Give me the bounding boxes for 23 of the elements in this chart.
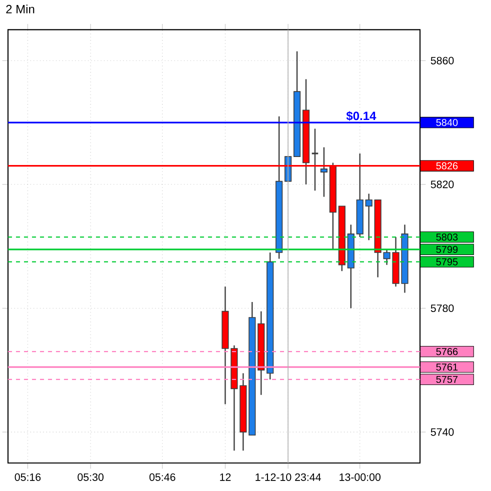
x-tick-label: 13-00:00 xyxy=(340,473,381,481)
x-tick-label: 05:46 xyxy=(149,473,176,481)
ref-line-label: 5826 xyxy=(436,162,458,170)
x-tick-label: 05:16 xyxy=(14,473,41,481)
x-tick-label: 12 xyxy=(220,473,231,481)
annotation: $0.14 xyxy=(346,111,376,121)
y-tick-label: 5860 xyxy=(430,56,454,64)
x-tick-label: 05:30 xyxy=(78,473,104,481)
y-tick-label: 5780 xyxy=(430,304,454,312)
y-tick-label: 5820 xyxy=(430,180,454,188)
ref-line-label: 5799 xyxy=(436,246,458,253)
candlestick xyxy=(365,193,372,241)
ref-line-label: 5840 xyxy=(436,118,458,126)
ref-line-label: 5795 xyxy=(436,258,458,266)
x-tick-label: 1-12-10 23:44 xyxy=(256,473,321,481)
ref-line-label: 5757 xyxy=(436,376,458,383)
chart-title: 2 Min xyxy=(6,4,34,14)
y-tick-label: 5740 xyxy=(430,428,454,436)
ref-line-label: 5766 xyxy=(436,348,458,356)
candlestick xyxy=(320,146,328,198)
candlestick xyxy=(311,128,319,192)
ref-line-label: 5803 xyxy=(436,234,458,241)
ref-line-label: 5761 xyxy=(436,364,458,371)
